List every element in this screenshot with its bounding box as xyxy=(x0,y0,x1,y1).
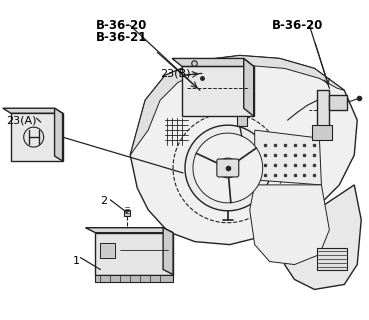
Polygon shape xyxy=(185,125,270,211)
Polygon shape xyxy=(163,228,173,275)
Polygon shape xyxy=(255,130,321,185)
Polygon shape xyxy=(313,125,332,140)
Polygon shape xyxy=(193,133,263,203)
Polygon shape xyxy=(100,243,115,258)
FancyBboxPatch shape xyxy=(217,159,239,177)
Text: 23(B): 23(B) xyxy=(160,68,191,78)
Polygon shape xyxy=(130,55,344,155)
Polygon shape xyxy=(11,113,62,161)
Polygon shape xyxy=(130,55,357,244)
Text: 1: 1 xyxy=(72,256,79,266)
Polygon shape xyxy=(96,275,173,283)
Polygon shape xyxy=(172,59,254,67)
Polygon shape xyxy=(317,90,330,130)
Text: 23(A): 23(A) xyxy=(6,115,36,125)
Polygon shape xyxy=(96,233,173,275)
Text: B-36-20: B-36-20 xyxy=(96,19,147,32)
Polygon shape xyxy=(182,67,254,116)
Polygon shape xyxy=(86,228,173,233)
Polygon shape xyxy=(218,158,238,178)
Text: 2: 2 xyxy=(100,196,107,206)
Text: B-36-21: B-36-21 xyxy=(96,31,147,44)
Polygon shape xyxy=(3,108,62,113)
Polygon shape xyxy=(317,248,347,269)
Polygon shape xyxy=(244,59,254,116)
Text: B-36-20: B-36-20 xyxy=(272,19,323,32)
Polygon shape xyxy=(330,95,347,110)
Polygon shape xyxy=(284,185,361,289)
Polygon shape xyxy=(55,108,62,161)
Polygon shape xyxy=(237,116,247,126)
Polygon shape xyxy=(250,185,330,265)
